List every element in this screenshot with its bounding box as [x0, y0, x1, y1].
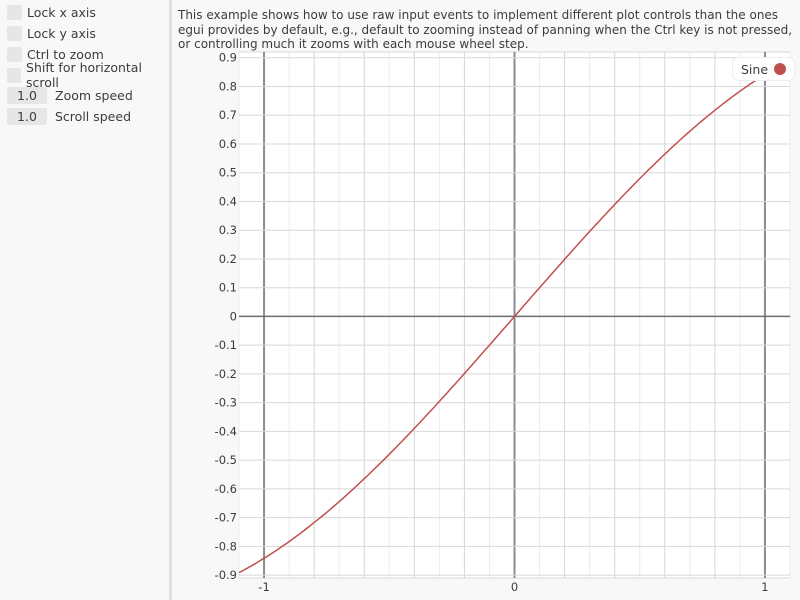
- y-tick-label: -0.9: [215, 568, 237, 582]
- legend[interactable]: Sine: [732, 57, 796, 81]
- y-tick-label: -0.2: [215, 367, 237, 381]
- checkbox-label: Lock y axis: [27, 25, 96, 41]
- zoom-speed-label: Zoom speed: [55, 87, 133, 103]
- y-tick-label: -0.3: [215, 396, 237, 410]
- y-tick-label: -0.8: [215, 539, 237, 553]
- y-tick-label: 0.8: [219, 79, 237, 93]
- legend-color-dot: [774, 63, 787, 75]
- y-tick-label: 0.6: [219, 137, 237, 151]
- zoom-speed-row: 1.0 Zoom speed: [7, 86, 133, 104]
- x-tick-label: 0: [511, 580, 518, 594]
- y-tick-label: 0: [230, 309, 237, 323]
- checkbox-box[interactable]: [7, 46, 22, 62]
- checkbox-label: Shift for horizontal scroll: [26, 60, 142, 90]
- y-tick-label: 0.2: [219, 252, 237, 266]
- y-tick-label: -0.1: [215, 338, 237, 352]
- checkbox-label: Lock x axis: [27, 4, 96, 20]
- y-tick-label: 0.5: [219, 166, 237, 180]
- x-tick-label: -1: [258, 580, 269, 594]
- y-tick-label: -0.5: [215, 453, 237, 467]
- y-tick-label: 0.1: [219, 281, 237, 295]
- sine-line: [239, 59, 790, 574]
- y-tick-label: 0.4: [219, 194, 237, 208]
- checkbox-box[interactable]: [7, 4, 22, 20]
- controls-panel: Lock x axis Lock y axis Ctrl to zoom Shi…: [0, 0, 169, 600]
- y-tick-label: -0.7: [215, 511, 237, 525]
- y-tick-label: 0.9: [219, 51, 237, 65]
- y-tick-label: -0.4: [215, 424, 237, 438]
- scroll-speed-label: Scroll speed: [55, 108, 132, 124]
- y-tick-label: 0.7: [219, 108, 237, 122]
- y-tick-label: 0.3: [219, 223, 237, 237]
- scroll-speed-row: 1.0 Scroll speed: [7, 107, 131, 125]
- x-tick-label: 1: [761, 580, 768, 594]
- y-tick-label: -0.6: [215, 482, 237, 496]
- checkbox-box[interactable]: [7, 25, 22, 41]
- shift-horizontal-scroll-checkbox[interactable]: Shift for horizontal scroll: [7, 60, 169, 90]
- panel-resize-handle[interactable]: [169, 0, 172, 600]
- checkbox-box[interactable]: [7, 67, 22, 83]
- legend-label: Sine: [741, 61, 769, 77]
- ctrl-to-zoom-checkbox[interactable]: Ctrl to zoom: [7, 45, 104, 63]
- scroll-speed-input[interactable]: 1.0: [7, 107, 47, 125]
- lock-x-checkbox[interactable]: Lock x axis: [7, 3, 96, 21]
- checkbox-label: Ctrl to zoom: [27, 46, 104, 62]
- lock-y-checkbox[interactable]: Lock y axis: [7, 24, 96, 42]
- description-text: This example shows how to use raw input …: [178, 8, 793, 51]
- zoom-speed-input[interactable]: 1.0: [7, 86, 47, 104]
